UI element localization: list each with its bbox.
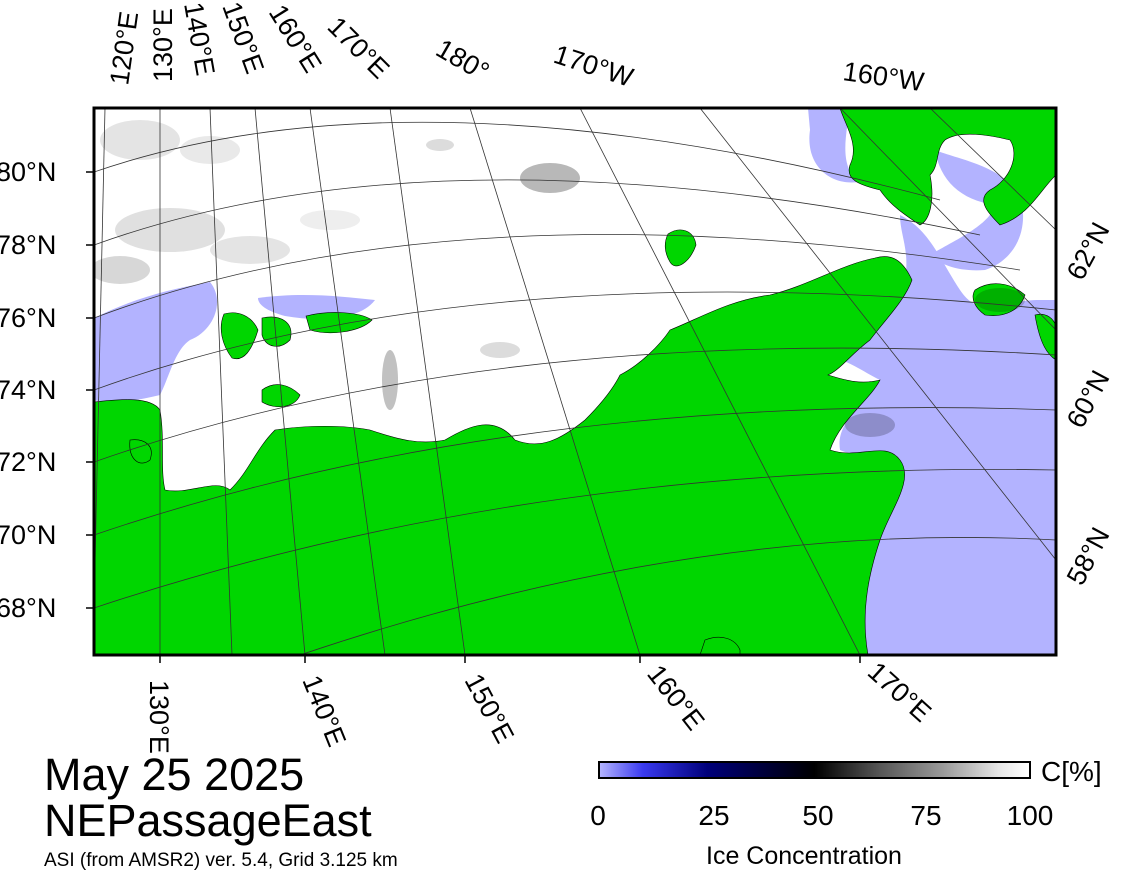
lon-label-170e-top: 170°E: [322, 11, 395, 84]
lon-label-160e-top: 160°E: [263, 0, 328, 78]
lon-label-130e-bottom: 130°E: [144, 680, 174, 754]
colorbar-tick-100: 100: [1006, 800, 1054, 831]
map-date: May 25 2025: [44, 749, 305, 800]
lat-label-72n: 72°N: [0, 447, 56, 477]
lat-label-78n: 78°N: [0, 230, 56, 260]
lon-label-160w: 160°W: [841, 56, 926, 97]
lon-label-160e-bottom: 160°E: [641, 659, 710, 736]
lon-label-140e-bottom: 140°E: [296, 671, 351, 751]
colorbar-tick-25: 25: [698, 800, 730, 831]
lon-label-130e-top: 130°E: [148, 8, 178, 82]
colorbar-tick-0: 0: [590, 800, 606, 831]
ice-concentration-colorbar: [598, 761, 1031, 779]
lat-label-60n: 60°N: [1061, 365, 1116, 432]
lat-label-58n: 58°N: [1061, 522, 1116, 589]
lat-label-68n: 68°N: [0, 593, 56, 623]
colorbar-title: Ice Concentration: [706, 842, 902, 870]
frame-ticks: [86, 171, 861, 663]
lon-label-180: 180°: [431, 33, 494, 87]
lat-label-62n: 62°N: [1061, 217, 1116, 284]
map-frame: [92, 106, 1058, 657]
lat-label-74n: 74°N: [0, 375, 56, 405]
lon-label-150e-bottom: 150°E: [459, 669, 520, 748]
colorbar-tick-50: 50: [802, 800, 834, 831]
colorbar-tick-75: 75: [910, 800, 942, 831]
lon-label-170e-bottom: 170°E: [862, 656, 937, 728]
lon-label-140e-top: 140°E: [178, 0, 220, 78]
lat-label-76n: 76°N: [0, 303, 56, 333]
lat-label-80n: 80°N: [0, 157, 56, 187]
lat-label-70n: 70°N: [0, 520, 56, 550]
lon-label-150e-top: 150°E: [216, 0, 269, 77]
colorbar-unit: C[%]: [1041, 756, 1102, 787]
lon-label-170w: 170°W: [550, 39, 637, 93]
lon-label-120e: 120°E: [104, 10, 144, 87]
map-region-name: NEPassageEast: [44, 795, 372, 846]
open-water: [94, 108, 1056, 655]
data-source-note: ASI (from AMSR2) ver. 5.4, Grid 3.125 km: [44, 850, 398, 871]
graticule: [94, 108, 1056, 655]
